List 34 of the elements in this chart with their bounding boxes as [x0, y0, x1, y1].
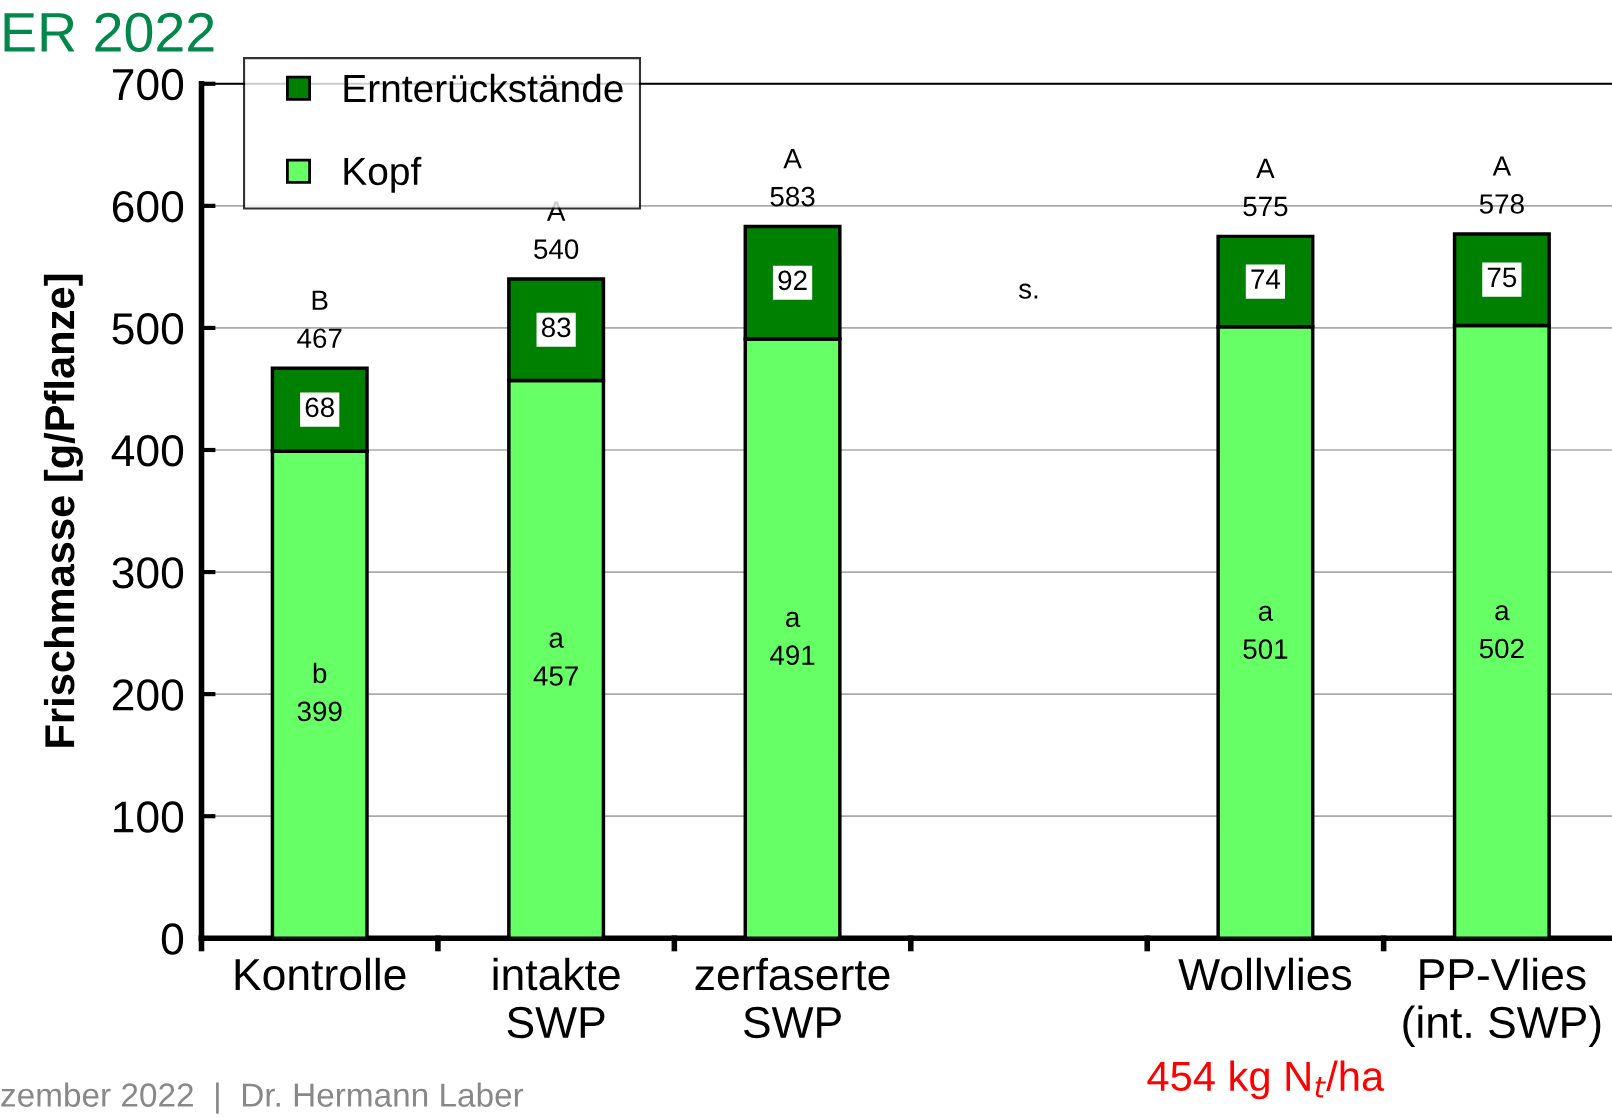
y-tick-label: 0: [161, 923, 184, 955]
x-tick-label: PP-Vlies (int. SWP): [1403, 957, 1601, 1048]
data-label: 75: [1487, 267, 1517, 288]
data-label: 74: [1251, 269, 1281, 289]
x-tick-label: zerfaserte SWP: [695, 957, 890, 1039]
legend-label: Ernterückstände: [344, 73, 623, 103]
text: 454 kg N$_{t}$/ha: [1147, 1060, 1385, 1100]
total-label: A 583: [770, 149, 815, 207]
y-tick-label: 700: [112, 68, 184, 101]
y-tick-label: 100: [114, 801, 184, 833]
y-tick-label: 500: [112, 312, 184, 345]
total-label: A 578: [1479, 156, 1524, 214]
data-label: a 501: [1243, 605, 1288, 659]
y-tick-label: 200: [112, 679, 184, 711]
total-label: B 467: [297, 290, 342, 349]
legend-label: Kopf: [344, 156, 422, 193]
annotation: s.: [1018, 283, 1038, 299]
data-label: a 457: [533, 632, 578, 686]
data-label: 92: [778, 270, 807, 291]
data-label: 83: [541, 317, 571, 338]
data-label: b 399: [297, 662, 342, 722]
x-tick-label: intakte SWP: [493, 957, 620, 1039]
y-axis-title: Frischmasse [g/Pflanze]: [43, 274, 83, 747]
data-label: 68: [305, 397, 334, 418]
x-tick-label: Kontrolle: [235, 957, 406, 991]
total-label: A 575: [1243, 158, 1288, 217]
data-label: a 502: [1479, 605, 1524, 659]
data-label: a 491: [770, 611, 815, 666]
chart-title: ER 2022: [4, 12, 214, 52]
y-tick-label: 400: [111, 435, 184, 467]
text: zember 2022 | Dr. Hermann Laber: [1, 1082, 524, 1114]
x-tick-label: Wollvlies: [1178, 957, 1352, 991]
y-tick-label: 600: [112, 190, 184, 223]
y-tick-label: 300: [112, 557, 184, 589]
